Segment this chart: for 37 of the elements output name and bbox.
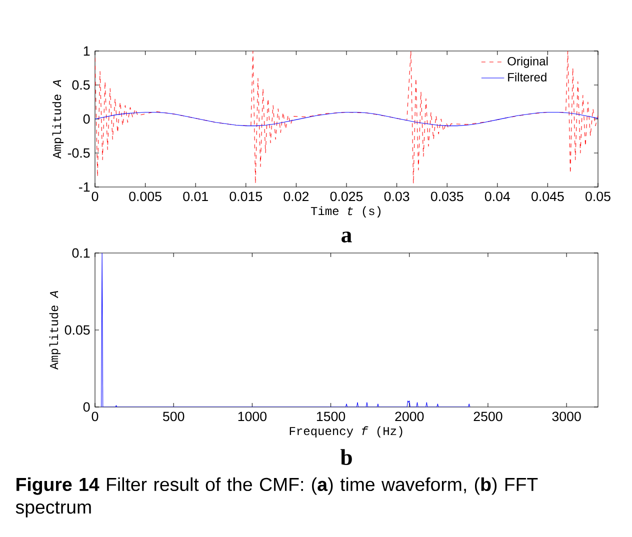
y-tick-label: -1 <box>79 182 90 192</box>
y-tick-label: 0.1 <box>72 248 90 258</box>
x-tick-label: 3000 <box>552 412 581 422</box>
y-tick-label: 0 <box>83 114 90 124</box>
x-tick-label: 0.005 <box>129 192 162 202</box>
x-tick-label: 0.03 <box>384 192 410 202</box>
x-axis-title: Frequency f (Hz) <box>290 426 402 438</box>
x-tick-label: 1500 <box>316 412 346 422</box>
x-tick-label: 0.045 <box>532 192 564 202</box>
x-tick-label: 0.02 <box>284 192 309 202</box>
x-tick-label: 500 <box>163 412 184 422</box>
legend-label: Filtered <box>508 72 546 82</box>
text: a <box>342 232 352 242</box>
x-tick-label: 0 <box>92 412 98 422</box>
y-axis-title: Amplitude A <box>52 80 64 159</box>
y-tick-label: 0.5 <box>72 80 90 90</box>
line-series <box>101 253 470 408</box>
x-tick-label: 1000 <box>238 412 266 422</box>
x-tick-label: 0.035 <box>430 192 464 202</box>
text: Figure 14 Filter result of the CMF: (a) time waveform, (b) FFT spectrum <box>16 477 538 518</box>
x-tick-label: 0.01 <box>183 192 208 202</box>
y-axis-title: Amplitude A <box>49 291 61 370</box>
x-tick-label: 2000 <box>395 412 424 422</box>
x-tick-label: 2500 <box>474 412 502 422</box>
line-series <box>95 51 598 184</box>
y-tick-label: -0.5 <box>68 148 90 158</box>
x-tick-label: 0.025 <box>330 192 363 202</box>
legend-label: Original <box>508 56 548 68</box>
y-tick-label: 0.05 <box>64 325 90 335</box>
x-tick-label: 0.04 <box>484 192 510 202</box>
y-tick-label: 0 <box>83 402 90 412</box>
text: b <box>340 449 352 466</box>
x-tick-label: 0 <box>92 192 98 202</box>
x-tick-label: 0.05 <box>586 192 610 202</box>
x-axis-title: Time t (s) <box>310 206 380 218</box>
y-tick-label: 1 <box>84 46 90 56</box>
x-tick-label: 0.015 <box>230 192 262 202</box>
